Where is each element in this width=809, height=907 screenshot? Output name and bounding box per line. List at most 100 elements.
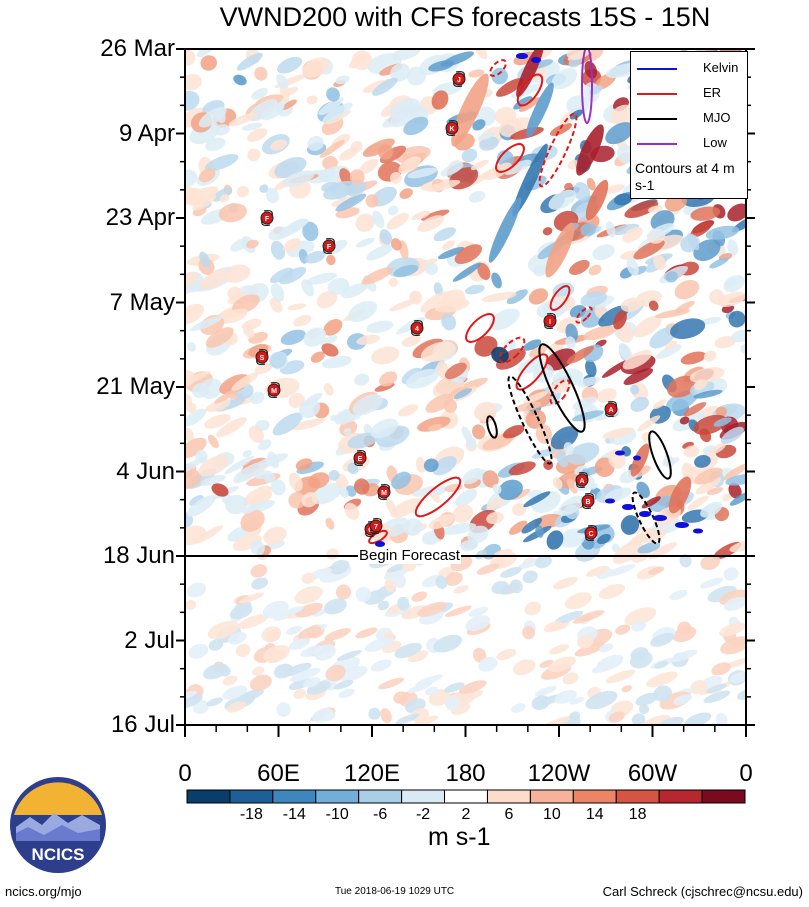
field-blob: [281, 606, 304, 617]
field-blob: [554, 610, 584, 624]
field-blob: [445, 695, 460, 711]
field-blob: [356, 334, 381, 345]
field-blob: [715, 712, 728, 725]
colorbar: [186, 789, 746, 804]
field-blob: [705, 225, 740, 240]
storm-letter: S: [260, 355, 265, 362]
field-blob: [552, 477, 563, 490]
field-blob: [241, 122, 263, 131]
field-blob: [728, 482, 742, 499]
field-band: [516, 49, 544, 98]
field-blob: [637, 415, 661, 432]
field-blob: [301, 572, 315, 585]
field-blob: [229, 604, 253, 620]
field-blob: [624, 200, 659, 219]
storm-symbol: 4: [410, 319, 424, 337]
footer-url[interactable]: ncics.org/mjo: [5, 884, 82, 899]
field-blob: [228, 112, 257, 127]
field-blob: [377, 144, 394, 160]
field-blob: [512, 659, 536, 676]
field-blob: [420, 341, 455, 363]
field-blob: [293, 315, 312, 327]
field-blob: [186, 495, 216, 517]
field-blob: [654, 660, 668, 669]
field-blob: [370, 418, 399, 439]
field-blob: [325, 517, 335, 530]
field-blob: [444, 605, 472, 617]
field-blob: [554, 690, 577, 704]
field-blob: [335, 75, 350, 85]
field-band: [431, 90, 449, 110]
field-blob: [720, 426, 744, 444]
field-blob: [264, 473, 276, 484]
field-blob: [629, 651, 653, 669]
x-tick-label: 60E: [257, 760, 300, 787]
field-blob: [246, 128, 268, 142]
field-blob: [242, 503, 260, 514]
field-blob: [669, 589, 688, 601]
wave-contour: [414, 476, 462, 518]
field-blob: [461, 426, 474, 444]
field-blob: [225, 494, 248, 515]
field-blob: [290, 667, 321, 682]
field-blob: [198, 168, 216, 183]
y-tick-label: 16 Jul: [110, 711, 175, 738]
page-title: VWND200 with CFS forecasts 15S - 15N: [219, 2, 711, 32]
field-band: [233, 74, 247, 86]
field-blob: [301, 279, 314, 297]
field-blob: [502, 425, 525, 439]
y-tick-label: 18 Jun: [102, 542, 175, 569]
field-blob: [524, 601, 542, 616]
wave-contour: [653, 515, 667, 521]
field-blob: [279, 266, 307, 285]
storm-symbol: B: [581, 492, 595, 510]
field-blob: [707, 378, 728, 395]
colorbar-swatch: [701, 789, 746, 804]
field-blob: [323, 180, 357, 200]
field-blob: [693, 414, 727, 435]
field-blob: [273, 663, 293, 679]
storm-tail: [605, 410, 615, 418]
field-blob: [406, 66, 427, 86]
field-blob: [511, 703, 526, 713]
field-blob: [506, 289, 528, 305]
field-blob: [355, 627, 378, 639]
field-blob: [531, 695, 551, 711]
footer-timestamp: Tue 2018-06-19 1029 UTC: [335, 886, 455, 897]
colorbar-swatch: [529, 789, 574, 804]
field-blob: [648, 300, 659, 311]
y-tick-label: 23 Apr: [105, 204, 175, 231]
field-blob: [362, 138, 395, 157]
field-blob: [435, 575, 448, 589]
colorbar-tick: -14: [282, 806, 306, 823]
field-blob: [198, 106, 227, 128]
field-blob: [247, 148, 261, 162]
field-blob: [552, 576, 578, 590]
field-blob: [679, 554, 692, 568]
field-blob: [329, 560, 350, 575]
field-band: [576, 124, 604, 176]
field-blob: [605, 122, 634, 145]
field-blob: [569, 696, 585, 705]
storm-symbol: M: [377, 483, 391, 501]
field-blob: [263, 526, 287, 545]
field-blob: [695, 477, 722, 495]
field-blob: [580, 222, 596, 237]
storm-tail: [413, 319, 423, 327]
field-blob: [267, 451, 280, 469]
colorbar-tick: -18: [239, 806, 263, 823]
storm-icon: [575, 473, 589, 487]
colorbar-swatch: [615, 789, 660, 804]
field-blob: [488, 308, 520, 331]
field-blob: [407, 167, 438, 179]
field-blob: [238, 688, 265, 702]
field-blob: [397, 596, 410, 611]
field-blob: [653, 685, 672, 702]
field-blob: [364, 637, 394, 652]
field-blob: [407, 682, 433, 694]
field-blob: [258, 439, 272, 451]
field-blob: [454, 244, 483, 264]
field-blob: [636, 481, 650, 498]
field-blob: [319, 139, 345, 158]
field-blob: [287, 303, 307, 311]
